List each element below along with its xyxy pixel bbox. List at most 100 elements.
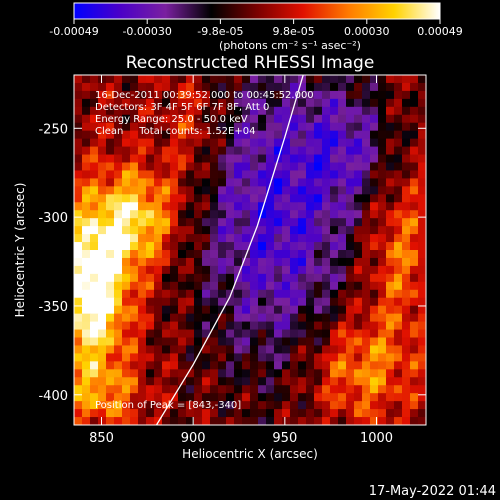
heatmap-cell (202, 305, 211, 315)
heatmap-cell (354, 361, 363, 370)
heatmap-cell (242, 234, 251, 243)
heatmap-cell (410, 75, 419, 84)
chart-title: Reconstructed RHESSI Image (126, 53, 375, 73)
plot-frame (73, 74, 427, 426)
x-tick-label: 900 (181, 431, 206, 446)
heatmap-cell (218, 242, 227, 251)
heatmap-cell (330, 130, 339, 140)
heatmap-cell (298, 401, 307, 410)
heatmap-cell (234, 321, 243, 331)
heatmap-cell (242, 154, 251, 164)
heatmap-cell (282, 329, 291, 339)
heatmap-cell (314, 194, 323, 203)
heatmap-cell (370, 377, 379, 386)
heatmap-cell (338, 281, 347, 291)
heatmap-cell (194, 194, 203, 203)
heatmap-cell (114, 114, 123, 124)
heatmap-cell (354, 90, 363, 100)
heatmap-cell (330, 321, 339, 331)
heatmap-cell (378, 273, 387, 283)
heatmap-cell (306, 353, 315, 362)
heatmap-cell (218, 265, 227, 275)
heatmap-cell (290, 242, 299, 251)
heatmap-cell (402, 345, 411, 354)
heatmap-cell (386, 345, 395, 354)
heatmap-cell (218, 122, 227, 132)
heatmap-cell (114, 242, 123, 251)
heatmap-cell (178, 321, 187, 331)
heatmap-cell (386, 313, 395, 323)
heatmap-cell (178, 265, 187, 275)
heatmap-cell (410, 114, 419, 124)
heatmap-cell (154, 361, 163, 370)
heatmap-cell (266, 90, 275, 100)
heatmap-cell (114, 122, 123, 132)
heatmap-cell (106, 82, 115, 92)
heatmap-cell (98, 234, 107, 243)
heatmap-cell (210, 114, 219, 124)
heatmap-cell (218, 313, 227, 323)
heatmap-cell (114, 265, 123, 275)
heatmap-cell (274, 130, 283, 140)
heatmap-cell (410, 98, 419, 108)
heatmap-cell (130, 226, 139, 235)
heatmap-cell (106, 289, 115, 299)
heatmap-cell (290, 210, 299, 219)
heatmap-cell (74, 353, 83, 362)
heatmap-cell (370, 114, 379, 124)
heatmap-cell (394, 345, 403, 354)
heatmap-cell (226, 178, 235, 187)
heatmap-cell (314, 401, 323, 410)
heatmap-cell (250, 75, 259, 84)
heatmap-cell (98, 114, 107, 124)
heatmap-cell (394, 82, 403, 92)
heatmap-cell (226, 130, 235, 140)
heatmap-cell (98, 186, 107, 195)
heatmap-cell (346, 170, 355, 179)
heatmap-cell (418, 178, 426, 187)
heatmap-cell (226, 138, 235, 148)
heatmap-cell (194, 114, 203, 124)
heatmap-cell (210, 297, 219, 307)
heatmap-cell (378, 218, 387, 227)
heatmap-cell (306, 289, 315, 299)
heatmap-cell (74, 361, 83, 370)
heatmap-cell (346, 122, 355, 132)
heatmap-cell (218, 273, 227, 283)
heatmap-cell (282, 273, 291, 283)
heatmap-cell (154, 377, 163, 386)
heatmap-cell (346, 154, 355, 164)
heatmap-cell (330, 114, 339, 124)
heatmap-cell (378, 393, 387, 402)
heatmap-cell (330, 106, 339, 116)
heatmap-cell (194, 337, 203, 347)
heatmap-cell (82, 265, 91, 275)
heatmap-cell (290, 385, 299, 394)
heatmap-cell (114, 305, 123, 315)
heatmap-cell (354, 194, 363, 203)
heatmap-cell (154, 114, 163, 124)
heatmap-cell (106, 409, 115, 418)
heatmap-cell (226, 210, 235, 219)
heatmap-cell (98, 345, 107, 354)
y-tick-label: -250 (38, 122, 68, 137)
heatmap-cell (170, 361, 179, 370)
heatmap-cell (322, 393, 331, 402)
heatmap-cell (138, 162, 147, 172)
heatmap-cell (322, 130, 331, 140)
heatmap-cell (386, 146, 395, 156)
heatmap-cell (106, 186, 115, 195)
heatmap-cell (202, 90, 211, 100)
heatmap-cell (274, 289, 283, 299)
heatmap-cell (418, 305, 426, 315)
heatmap-cell (74, 281, 83, 291)
heatmap-cell (122, 114, 131, 124)
heatmap-cell (162, 417, 171, 425)
heatmap-cell (370, 305, 379, 315)
heatmap-cell (210, 305, 219, 315)
heatmap-cell (290, 114, 299, 124)
heatmap-cell (370, 281, 379, 291)
heatmap-cell (234, 90, 243, 100)
heatmap-cell (282, 194, 291, 203)
heatmap-cell (74, 226, 83, 235)
